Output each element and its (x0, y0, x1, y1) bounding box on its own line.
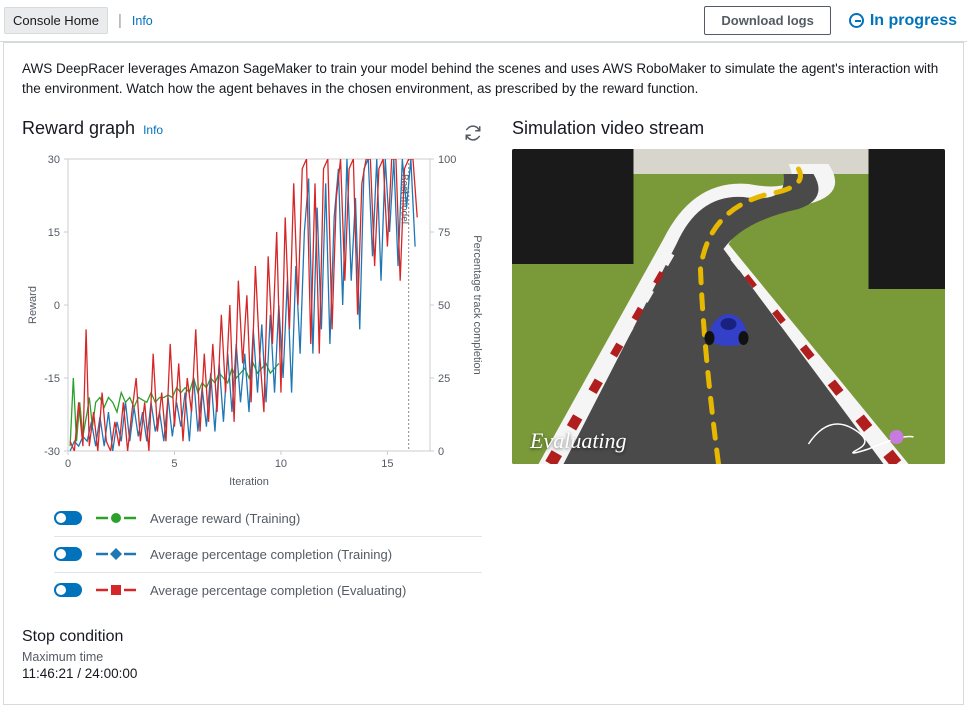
svg-text:-15: -15 (44, 373, 60, 385)
svg-text:5: 5 (171, 458, 177, 470)
download-logs-button[interactable]: Download logs (704, 6, 830, 35)
breadcrumb-divider: | (118, 12, 122, 29)
stop-condition-label: Maximum time (22, 650, 482, 664)
legend-item-pct-training: Average percentage completion (Training) (54, 537, 482, 573)
simulation-video[interactable]: Evaluating (512, 149, 945, 464)
reward-graph-title: Reward graph Info (22, 118, 163, 139)
svg-text:100: 100 (438, 154, 456, 166)
legend-marker-square (94, 583, 138, 597)
legend-item-reward-training: Average reward (Training) (54, 501, 482, 537)
simulation-panel: Simulation video stream Evaluating (512, 118, 945, 681)
status-text: In progress (870, 12, 957, 30)
legend-marker-circle (94, 511, 138, 525)
topbar-left: Console Home | Info (4, 7, 153, 34)
svg-text:Iteration: Iteration (229, 476, 269, 488)
svg-text:0: 0 (438, 446, 444, 458)
description-text: AWS DeepRacer leverages Amazon SageMaker… (22, 59, 945, 100)
main-container: AWS DeepRacer leverages Amazon SageMaker… (3, 42, 964, 705)
reward-chart: -30 -15 0 15 30 0 25 50 75 100 0 5 10 15 Iteration Rewa… (22, 149, 482, 489)
svg-text:15: 15 (48, 227, 60, 239)
svg-text:10: 10 (275, 458, 287, 470)
toggle-pct-training[interactable] (54, 547, 82, 561)
stop-condition-value: 11:46:21 / 24:00:00 (22, 666, 482, 681)
topbar-right: Download logs In progress (704, 6, 957, 35)
stop-condition-title: Stop condition (22, 628, 482, 646)
topbar: Console Home | Info Download logs In pro… (0, 0, 967, 42)
svg-text:30: 30 (48, 154, 60, 166)
info-link-reward[interactable]: Info (143, 123, 163, 137)
video-overlay-text: Evaluating (530, 428, 627, 454)
toggle-pct-evaluating[interactable] (54, 583, 82, 597)
svg-text:Reward: Reward (27, 286, 39, 324)
legend-item-pct-evaluating: Average percentage completion (Evaluatin… (54, 573, 482, 608)
legend-list: Average reward (Training) Average percen… (22, 501, 482, 608)
svg-text:15: 15 (381, 458, 393, 470)
console-home-button[interactable]: Console Home (4, 7, 108, 34)
svg-text:75: 75 (438, 227, 450, 239)
svg-text:-30: -30 (44, 446, 60, 458)
legend-marker-diamond (94, 547, 138, 561)
svg-text:0: 0 (65, 458, 71, 470)
svg-text:0: 0 (54, 300, 60, 312)
svg-text:Percentage track completion: Percentage track completion (471, 235, 482, 374)
in-progress-icon (849, 13, 864, 28)
refresh-icon[interactable] (464, 124, 482, 142)
status-badge: In progress (849, 12, 957, 30)
stop-condition-panel: Stop condition Maximum time 11:46:21 / 2… (22, 628, 482, 681)
info-link-top[interactable]: Info (132, 14, 153, 28)
simulation-title: Simulation video stream (512, 118, 945, 139)
two-column-layout: Reward graph Info -30 -15 0 15 30 0 25 50 75 100 0… (22, 118, 945, 681)
toggle-reward-training[interactable] (54, 511, 82, 525)
svg-text:50: 50 (438, 300, 450, 312)
reward-graph-panel: Reward graph Info -30 -15 0 15 30 0 25 50 75 100 0… (22, 118, 482, 681)
svg-text:25: 25 (438, 373, 450, 385)
